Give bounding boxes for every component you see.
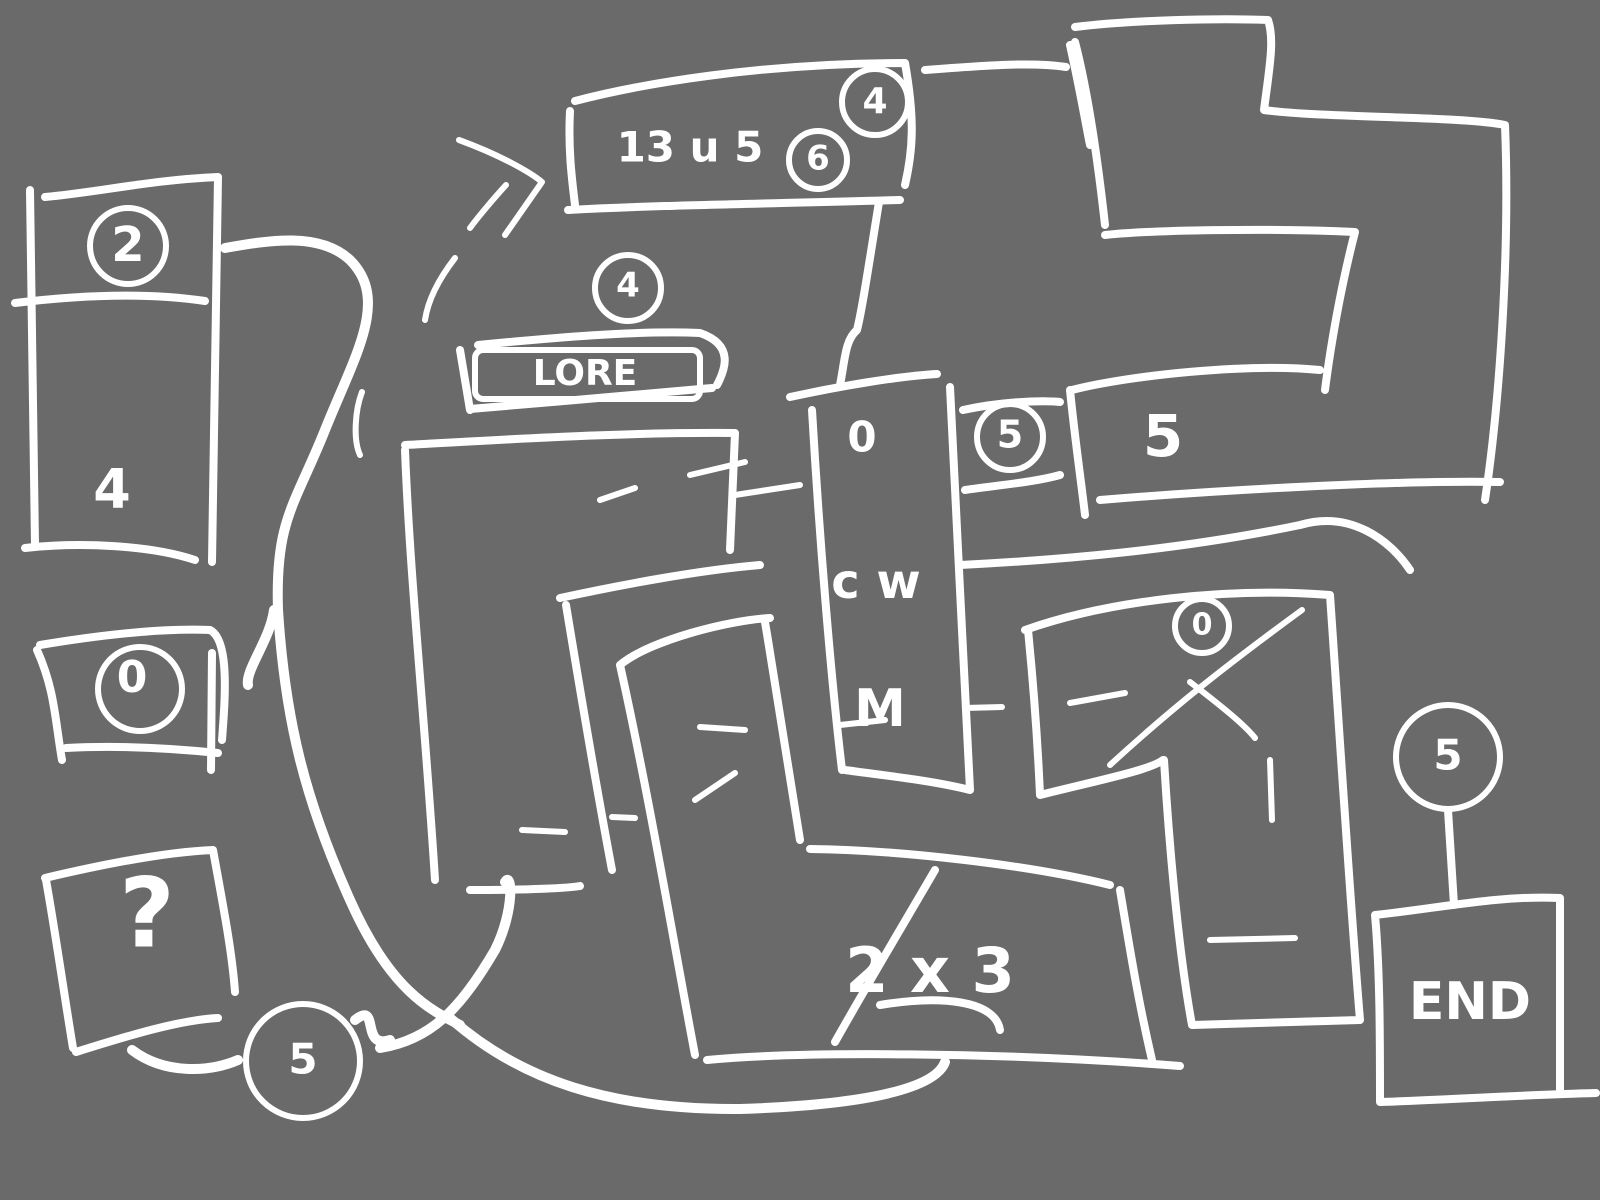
corridor-left-long bbox=[242, 605, 279, 690]
corridor-small-label: M bbox=[854, 679, 906, 739]
marker-center-right-label: 0 bbox=[1192, 608, 1213, 643]
room-left-top-number: 4 bbox=[93, 458, 131, 521]
marker-ruins-top-label: 4 bbox=[862, 81, 887, 122]
room-center-lower bbox=[703, 845, 1184, 1070]
marker-below-ruins-label: 4 bbox=[616, 266, 640, 306]
room-center-upper bbox=[401, 428, 739, 894]
room-ruins bbox=[564, 59, 916, 214]
marker-bottom-left-circle bbox=[243, 1001, 363, 1121]
corridor-left-upper bbox=[220, 235, 465, 1030]
room-center-middle bbox=[556, 561, 804, 1059]
marker-right-a-label: 5 bbox=[997, 413, 1023, 457]
room-bottom-center-numbers: 2 x 3 bbox=[845, 934, 1014, 1007]
room-unknown bbox=[41, 846, 239, 1056]
room-top-left bbox=[11, 173, 222, 566]
room-ruins-label: 13 u 5 bbox=[617, 123, 764, 172]
marker-end-label: 5 bbox=[1433, 731, 1462, 780]
marker-bottom-left-label: 5 bbox=[288, 1035, 317, 1084]
room-end bbox=[1371, 806, 1600, 1106]
room-center-right bbox=[1021, 588, 1364, 1029]
right-middle-link bbox=[956, 397, 1414, 574]
marker-center-right-circle bbox=[1172, 596, 1232, 656]
room-end-label: END bbox=[1409, 972, 1531, 1032]
corridor-middle-column bbox=[786, 198, 974, 794]
diagram-strokes: 2 4 0 ? 5 13 u 5 6 4 4 LORE bbox=[11, 15, 1600, 1121]
marker-left-mid-circle bbox=[95, 644, 185, 734]
room-bottom-center-split bbox=[831, 866, 1004, 1046]
marker-left-mid-label: 0 bbox=[117, 652, 148, 703]
corridor-top-marker: 0 bbox=[847, 413, 876, 462]
marker-ruins-top-circle bbox=[839, 66, 911, 138]
room-lore-panel bbox=[472, 347, 703, 402]
corridor-bottom-left-link bbox=[127, 1010, 395, 1074]
room-right-top-entry bbox=[1071, 38, 1109, 229]
room-right-number: 5 bbox=[1143, 402, 1183, 470]
room-right-five bbox=[1066, 363, 1504, 519]
marker-ruins-side-label: 6 bbox=[806, 139, 830, 179]
room-center-right-x bbox=[1107, 607, 1305, 768]
room-unknown-label: ? bbox=[119, 857, 175, 969]
corridor-vertical-text: c w bbox=[831, 554, 921, 610]
marker-left-top-label: 2 bbox=[111, 217, 144, 273]
arrow-to-ruins bbox=[352, 137, 545, 458]
room-lore-label: LORE bbox=[533, 353, 638, 394]
room-left-middle bbox=[33, 625, 229, 774]
marker-left-top-circle bbox=[87, 205, 169, 287]
marker-below-ruins-circle bbox=[592, 252, 664, 324]
corridor-top-right bbox=[921, 15, 1511, 504]
decorative-dashes bbox=[519, 459, 1298, 943]
marker-ruins-side-circle bbox=[786, 128, 850, 192]
